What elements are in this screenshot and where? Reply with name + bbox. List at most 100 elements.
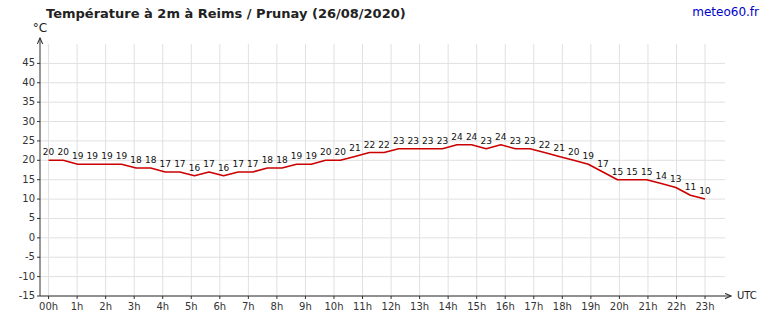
watermark: meteo60.fr (692, 5, 759, 19)
x-tick-label: 22h (667, 301, 686, 312)
data-label: 11 (685, 182, 696, 192)
grid-line (391, 44, 392, 296)
x-tick (476, 296, 477, 299)
x-tick-label: 1h (71, 301, 84, 312)
axes: -15-10-505101520253035404500h1h2h3h4h5h6… (19, 38, 731, 312)
x-tick (248, 296, 249, 299)
grid-line (48, 44, 49, 296)
data-label: 10 (699, 186, 711, 196)
x-tick-label: 12h (382, 301, 401, 312)
grid-line (448, 44, 449, 296)
data-label: 23 (437, 136, 448, 146)
data-label: 20 (320, 147, 332, 157)
x-tick (448, 296, 449, 299)
grid-line (134, 44, 135, 296)
grid-line (40, 102, 725, 103)
y-tick-label: -15 (19, 290, 35, 301)
grid-line (40, 160, 725, 161)
y-tick (37, 237, 40, 238)
x-tick-label: 00h (39, 301, 58, 312)
grid-line (505, 44, 506, 296)
x-tick (48, 296, 49, 299)
data-label: 19 (583, 151, 595, 161)
grid-line (705, 44, 706, 296)
chart: -15-10-505101520253035404500h1h2h3h4h5h6… (0, 0, 765, 320)
data-label: 21 (349, 143, 360, 153)
x-tick (705, 296, 706, 299)
x-tick (276, 296, 277, 299)
x-tick-label: 17h (524, 301, 543, 312)
x-tick-label: 21h (638, 301, 657, 312)
data-label: 24 (495, 132, 507, 142)
y-tick-label: 10 (22, 193, 35, 204)
y-tick-label: 35 (22, 96, 35, 107)
data-label: 19 (305, 151, 317, 161)
data-label: 19 (101, 151, 113, 161)
x-tick (77, 296, 78, 299)
data-label: 21 (553, 143, 564, 153)
grid-line (248, 44, 249, 296)
x-tick-label: 9h (299, 301, 312, 312)
grid-line (105, 44, 106, 296)
y-tick (37, 296, 40, 297)
x-tick (505, 296, 506, 299)
x-tick (419, 296, 420, 299)
data-label: 20 (43, 147, 55, 157)
y-tick (37, 199, 40, 200)
y-tick-label: 15 (22, 174, 35, 185)
x-tick-label: 23h (695, 301, 714, 312)
y-tick (37, 276, 40, 277)
grid-line (40, 218, 725, 219)
data-labels: 2020191919191818171716171617171818191920… (43, 132, 711, 196)
data-label: 23 (393, 136, 404, 146)
data-label: 23 (422, 136, 433, 146)
x-tick-label: 19h (581, 301, 600, 312)
data-label: 17 (597, 159, 608, 169)
grid-line (162, 44, 163, 296)
data-label: 18 (262, 155, 274, 165)
y-tick-label: 30 (22, 116, 35, 127)
data-label: 13 (670, 174, 681, 184)
y-tick (37, 257, 40, 258)
x-tick-label: 6h (213, 301, 226, 312)
title: Température à 2m à Reims / Prunay (26/08… (46, 6, 406, 21)
data-label: 20 (568, 147, 580, 157)
x-tick-label: 4h (156, 301, 169, 312)
grid-line (305, 44, 306, 296)
data-label: 19 (116, 151, 128, 161)
data-label: 24 (466, 132, 478, 142)
grid-line (590, 44, 591, 296)
x-tick-label: 15h (467, 301, 486, 312)
data-label: 17 (203, 159, 214, 169)
data-label: 23 (524, 136, 535, 146)
x-tick (219, 296, 220, 299)
y-tick-label: 40 (22, 77, 35, 88)
data-label: 18 (130, 155, 142, 165)
data-label: 14 (656, 171, 668, 181)
grid-line (40, 82, 725, 83)
y-tick-label: 20 (22, 154, 35, 165)
grid-line (77, 44, 78, 296)
data-label: 23 (510, 136, 521, 146)
data-label: 22 (378, 140, 389, 150)
grid-line (40, 199, 725, 200)
x-tick-label: 20h (610, 301, 629, 312)
plot-area (49, 145, 705, 199)
data-label: 20 (57, 147, 69, 157)
data-label: 15 (641, 167, 652, 177)
data-label: 17 (232, 159, 243, 169)
x-tick (590, 296, 591, 299)
grid-line (276, 44, 277, 296)
data-label: 19 (87, 151, 99, 161)
x-tick (162, 296, 163, 299)
y-axis-label: °C (33, 21, 47, 35)
x-tick (533, 296, 534, 299)
grid-line (533, 44, 534, 296)
x-tick (676, 296, 677, 299)
y-tick (37, 218, 40, 219)
x-tick-label: 5h (185, 301, 198, 312)
data-label: 22 (364, 140, 375, 150)
x-tick (562, 296, 563, 299)
y-tick (37, 102, 40, 103)
y-tick (37, 140, 40, 141)
